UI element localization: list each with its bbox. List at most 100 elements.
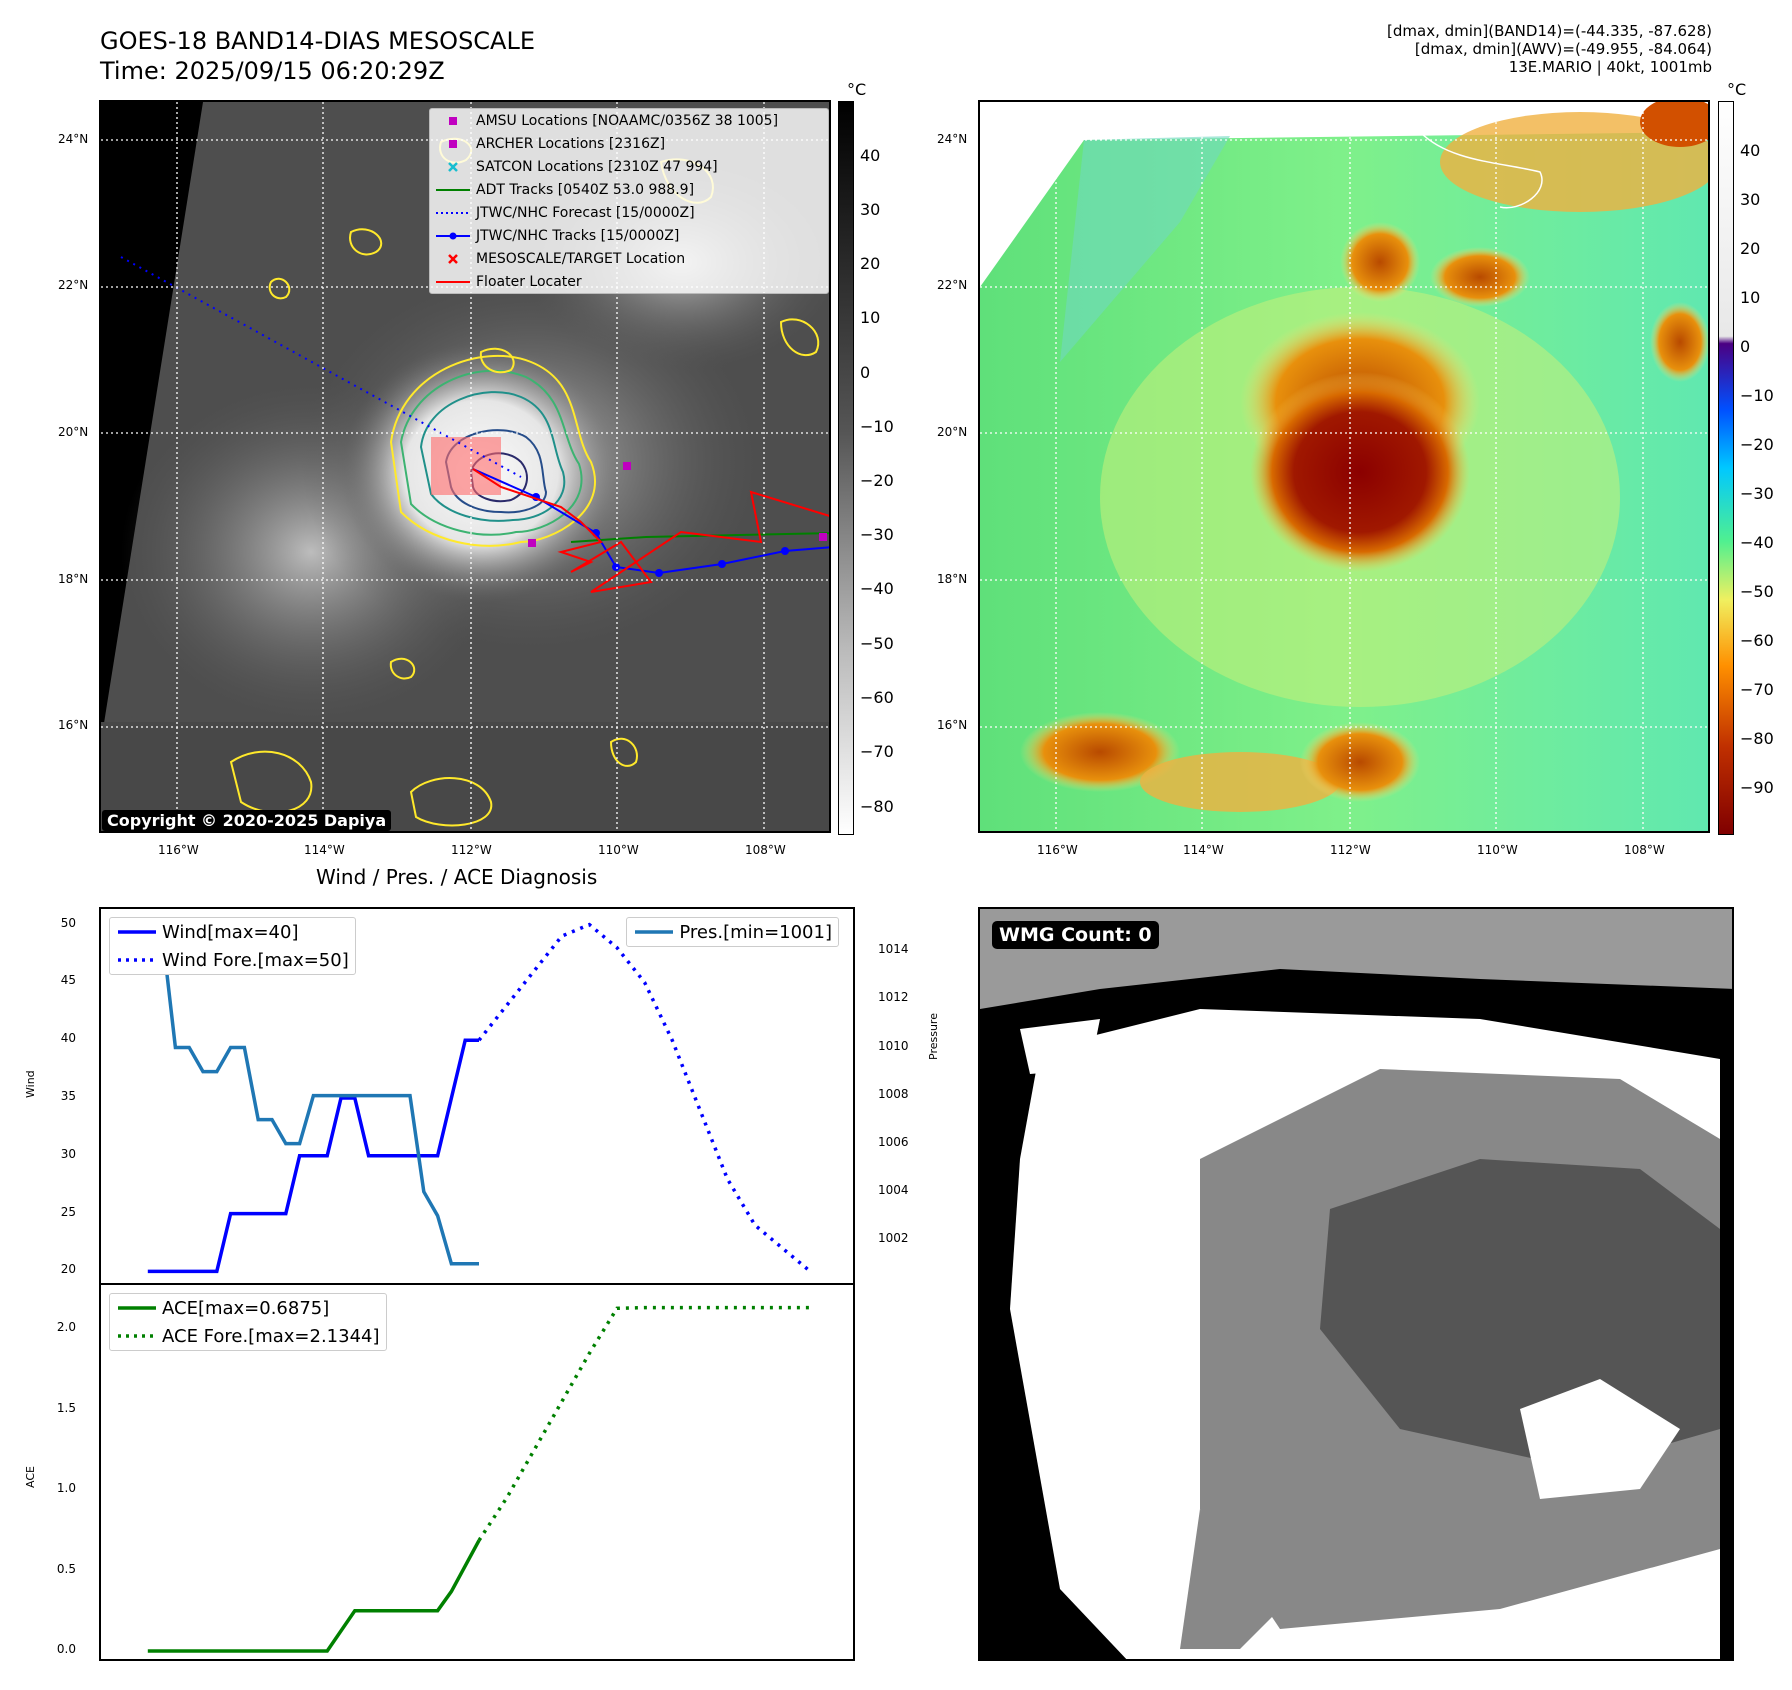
lat-label-right: 24°N [937,132,968,146]
colorbar-left-tick: −10 [860,417,894,436]
colorbar-right-tick: −90 [1740,778,1774,797]
lon-label: 108°W [745,843,786,857]
title-line-1: GOES-18 BAND14-DIAS MESOSCALE [100,27,536,55]
wind-tick-label: 50 [60,915,76,930]
lon-label-right: 110°W [1477,843,1518,857]
ir-map-panel: AMSU Locations [NOAAMC/0356Z 38 1005] AR… [99,100,831,833]
ace-tick-label: 2.0 [56,1320,76,1335]
ace-plot: ACE[max=0.6875] ACE Fore.[max=2.1344] [99,1283,855,1661]
wind-series-0-line [147,1038,479,1274]
legend-item-floater: Floater Locater [430,270,828,293]
colorbar-left-tick: −60 [860,688,894,707]
pressure-tick-label: 1010 [878,1038,909,1053]
legend-wind-label: Wind[max=40] [162,921,299,943]
colorbar-left-tick: −40 [860,579,894,598]
ace-axis-label: ACE [24,1466,37,1488]
legend-pres: Pres.[min=1001] [627,918,838,946]
info-line-1: [dmax, dmin](BAND14)=(-44.335, -87.628) [1387,22,1712,40]
colorbar-left-tick: −70 [860,742,894,761]
colorbar-right-tick: 20 [1740,239,1761,258]
wind-pressure-plot: Wind[max=40] Wind Fore.[max=50] Pres.[mi… [99,907,855,1285]
legend-item-forecast: JTWC/NHC Forecast [15/0000Z] [430,201,828,224]
legend-label-satcon: SATCON Locations [2310Z 47 994] [476,158,718,175]
legend-item-satcon: SATCON Locations [2310Z 47 994] [430,155,828,178]
wind-tick-label: 25 [60,1204,76,1219]
lon-label: 112°W [451,843,492,857]
ir-map-grid [101,102,829,831]
wmg-panel: WMG Count: 0 [978,907,1734,1661]
legend-label-target: MESOSCALE/TARGET Location [476,250,686,267]
info-line-3: 13E.MARIO | 40kt, 1001mb [1508,58,1712,76]
lat-label-right: 22°N [937,278,968,292]
pressure-tick-label: 1006 [878,1134,909,1149]
colorbar-right-tick: −70 [1740,680,1774,699]
ace-series-0-line [147,1539,481,1653]
legend-wind-fore: Wind Fore.[max=50] [110,946,355,974]
colorbar-left-tick: −50 [860,634,894,653]
wind-axis-label: Wind [24,1070,37,1098]
pressure-tick-label: 1004 [878,1182,909,1197]
colorbar-left-tick: 40 [860,146,881,165]
ace-tick-label: 0.0 [56,1641,76,1656]
storm-info: [dmax, dmin](BAND14)=(-44.335, -87.628) … [1387,22,1712,76]
legend-label-adt: ADT Tracks [0540Z 53.0 988.9] [476,181,695,198]
lon-label-right: 116°W [1037,843,1078,857]
ace-tick-label: 1.5 [56,1400,76,1415]
lat-label: 22°N [58,278,89,292]
colorbar-right [1718,101,1734,835]
wind-tick-label: 20 [60,1262,76,1277]
colorbar-right-tick: −60 [1740,631,1774,650]
legend-label-tracks: JTWC/NHC Tracks [15/0000Z] [476,227,680,244]
pressure-tick-label: 1014 [878,942,909,957]
color-ir-map-panel [978,100,1710,833]
lat-label: 16°N [58,718,89,732]
legend-item-amsu: AMSU Locations [NOAAMC/0356Z 38 1005] [430,109,828,132]
lat-label-right: 20°N [937,425,968,439]
lon-label-right: 114°W [1183,843,1224,857]
colorbar-right-tick: −80 [1740,729,1774,748]
color-ir-map-image [980,102,1708,831]
wmg-count-badge: WMG Count: 0 [992,921,1159,949]
color-map-grid [980,102,1708,831]
wmg-image [980,969,1732,1659]
colorbar-right-tick: −30 [1740,484,1774,503]
legend-ace-fore-label: ACE Fore.[max=2.1344] [162,1325,380,1347]
lat-label: 18°N [58,572,89,586]
colorbar-left-unit: °C [847,80,867,99]
lat-label: 20°N [58,425,89,439]
pressure-series-0-line [147,925,479,1266]
colorbar-right-tick: 10 [1740,288,1761,307]
legend-label-amsu: AMSU Locations [NOAAMC/0356Z 38 1005] [476,112,779,129]
wind-tick-label: 35 [60,1089,76,1103]
legend-item-adt: ADT Tracks [0540Z 53.0 988.9] [430,178,828,201]
legend-pres-label: Pres.[min=1001] [679,921,832,943]
colorbar-left-tick: 20 [860,254,881,273]
lat-label: 24°N [58,132,89,146]
wind-legend: Wind[max=40] Wind Fore.[max=50] [109,917,356,975]
colorbar-left-tick: −20 [860,471,894,490]
map-legend: AMSU Locations [NOAAMC/0356Z 38 1005] AR… [429,108,829,294]
legend-ace-label: ACE[max=0.6875] [162,1297,330,1319]
wind-series-1-line [477,922,812,1273]
colorbar-left [838,101,854,835]
colorbar-right-tick: −50 [1740,582,1774,601]
legend-item-archer: ARCHER Locations [2316Z] [430,132,828,155]
pressure-tick-label: 1012 [878,990,909,1005]
lat-label-right: 18°N [937,572,968,586]
lon-label-right: 108°W [1624,843,1665,857]
pressure-axis-label: Pressure [927,1013,940,1060]
ace-series-1-line [477,1305,811,1542]
diagnosis-title: Wind / Pres. / ACE Diagnosis [316,865,598,889]
wind-tick-label: 45 [60,973,76,988]
legend-label-floater: Floater Locater [476,273,582,290]
title-line-2: Time: 2025/09/15 06:20:29Z [100,57,445,85]
colorbar-right-tick: 30 [1740,190,1761,209]
ace-tick-label: 0.5 [56,1561,76,1576]
lon-label: 110°W [598,843,639,857]
wind-tick-label: 40 [60,1031,76,1046]
pressure-tick-label: 1002 [878,1230,909,1245]
pressure-tick-label: 1008 [878,1086,909,1101]
colorbar-right-tick: 40 [1740,141,1761,160]
lon-label: 114°W [304,843,345,857]
ace-canvas [147,1305,811,1653]
